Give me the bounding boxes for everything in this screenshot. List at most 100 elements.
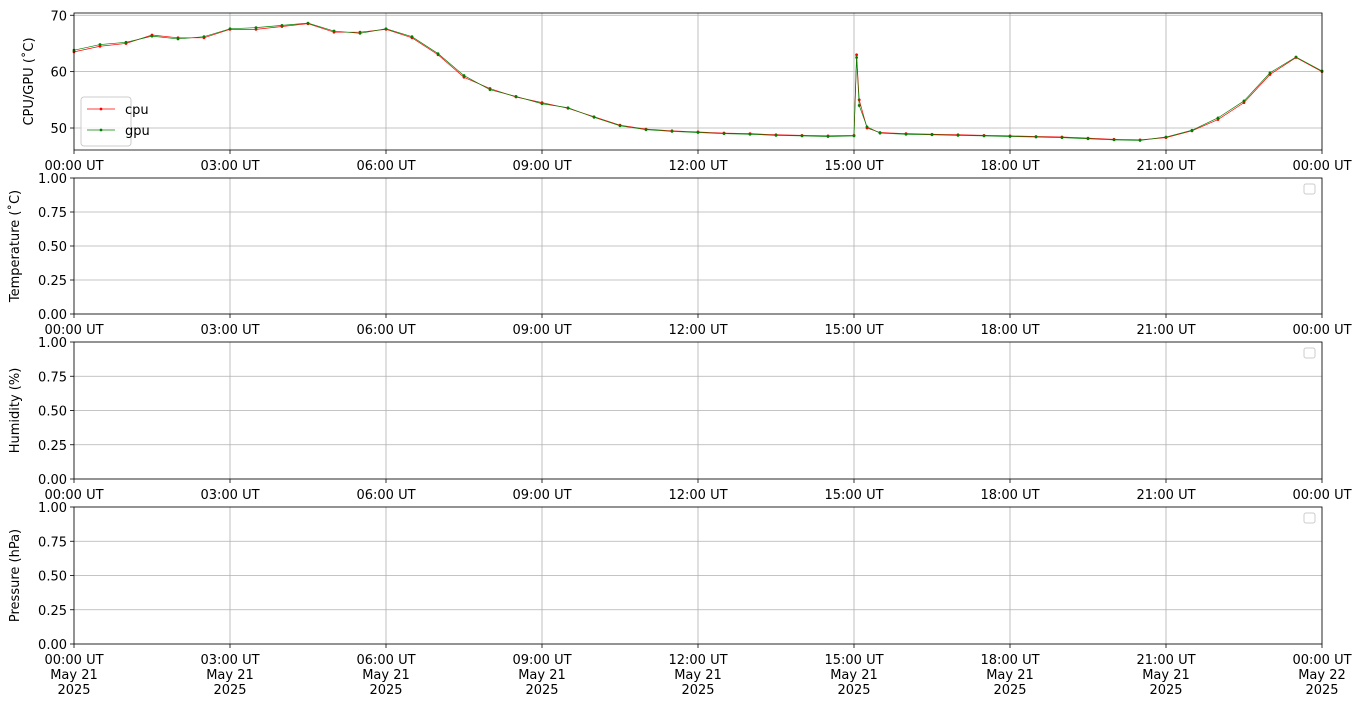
data-point: [228, 27, 232, 31]
data-point: [202, 35, 206, 39]
x-tick-label: 18:00 UT: [980, 159, 1039, 174]
data-point: [254, 26, 258, 30]
x-tick-label: 09:00 UT May 21 2025: [512, 653, 571, 698]
y-tick-label: 0.50: [38, 240, 67, 255]
x-tick-label: 09:00 UT: [512, 323, 571, 338]
x-tick-label: 00:00 UT May 21 2025: [44, 653, 103, 698]
series-line: [74, 22, 1322, 141]
data-point: [332, 29, 336, 33]
x-tick-label: 18:00 UT May 21 2025: [980, 653, 1039, 698]
y-tick-label: 0.50: [38, 570, 67, 585]
data-point: [410, 35, 414, 39]
y-tick-label: 70: [50, 9, 67, 24]
data-point: [865, 125, 869, 129]
data-point: [1164, 135, 1168, 139]
x-tick-label: 15:00 UT May 21 2025: [824, 653, 883, 698]
series-line: [74, 23, 1322, 141]
data-point: [855, 56, 858, 59]
y-tick-label: 0.25: [38, 439, 67, 454]
x-tick-label: 00:00 UT: [44, 159, 103, 174]
y-tick-label: 0.25: [38, 604, 67, 619]
y-tick-label: 0.00: [38, 638, 67, 653]
y-tick-label: 1.00: [38, 172, 67, 187]
data-point: [956, 133, 960, 137]
data-point: [857, 104, 861, 107]
x-tick-label: 12:00 UT May 21 2025: [668, 653, 727, 698]
data-point: [722, 132, 726, 136]
x-tick-label: 18:00 UT: [980, 323, 1039, 338]
data-point: [748, 132, 752, 136]
x-tick-label: 06:00 UT May 21 2025: [356, 653, 415, 698]
x-tick-label: 12:00 UT: [668, 159, 727, 174]
x-tick-label: 00:00 UT: [1292, 159, 1351, 174]
axes-frame: [73, 177, 1323, 315]
y-axis-label: Humidity (%): [8, 368, 23, 454]
data-point: [1216, 116, 1220, 120]
x-tick-label: 21:00 UT: [1136, 488, 1195, 503]
y-tick-label: 0.75: [38, 370, 67, 385]
data-point: [514, 95, 518, 98]
data-point: [436, 52, 440, 55]
x-tick-label: 09:00 UT: [512, 488, 571, 503]
data-point: [1294, 55, 1298, 59]
data-point: [904, 132, 908, 136]
x-tick-label: 03:00 UT May 21 2025: [200, 653, 259, 698]
data-point: [540, 102, 544, 106]
axes-frame: [73, 506, 1323, 645]
x-tick-label: 03:00 UT: [200, 159, 259, 174]
data-point: [488, 88, 492, 92]
data-point: [98, 43, 102, 46]
data-point: [566, 106, 570, 110]
data-point: [1112, 138, 1116, 142]
legend-label: cpu: [125, 103, 149, 118]
data-point: [124, 40, 128, 44]
y-tick-label: 0.00: [38, 473, 67, 488]
y-axis-label: Pressure (hPa): [8, 529, 23, 622]
data-point: [774, 133, 778, 137]
data-point: [306, 21, 310, 25]
y-tick-label: 60: [50, 66, 67, 81]
x-tick-label: 15:00 UT: [824, 488, 883, 503]
data-point: [592, 115, 596, 119]
data-point: [1060, 136, 1064, 139]
data-point: [618, 124, 622, 128]
x-tick-label: 15:00 UT: [824, 323, 883, 338]
data-point: [280, 24, 284, 27]
x-tick-label: 12:00 UT: [668, 323, 727, 338]
y-tick-label: 0.00: [38, 308, 67, 323]
axes-frame: [73, 12, 1323, 151]
data-point: [358, 31, 362, 35]
data-point: [462, 74, 466, 77]
axes-frame: [73, 341, 1323, 480]
x-tick-label: 21:00 UT May 21 2025: [1136, 653, 1195, 698]
data-point: [1190, 128, 1194, 132]
x-tick-label: 00:00 UT: [44, 488, 103, 503]
x-tick-label: 03:00 UT: [200, 323, 259, 338]
y-tick-label: 1.00: [38, 336, 67, 351]
x-tick-label: 06:00 UT: [356, 488, 415, 503]
x-tick-label: 06:00 UT: [356, 323, 415, 338]
y-axis-label: Temperature (˚C): [7, 190, 23, 303]
legend-box: [1303, 183, 1316, 195]
y-tick-label: 0.75: [38, 535, 67, 550]
data-point: [1086, 137, 1090, 141]
data-point: [826, 135, 830, 138]
data-point: [930, 133, 934, 137]
x-tick-label: 00:00 UT: [1292, 323, 1351, 338]
x-tick-label: 06:00 UT: [356, 159, 415, 174]
data-point: [982, 134, 986, 138]
y-tick-label: 1.00: [38, 501, 67, 516]
x-tick-label: 15:00 UT: [824, 159, 883, 174]
data-point: [1034, 135, 1038, 139]
x-tick-label: 18:00 UT: [980, 488, 1039, 503]
x-tick-label: 21:00 UT: [1136, 159, 1195, 174]
data-point: [384, 27, 388, 31]
legend-box: [1303, 347, 1316, 359]
y-tick-label: 0.75: [38, 206, 67, 221]
data-point: [670, 129, 674, 133]
legend-box: [80, 96, 132, 147]
y-tick-label: 0.50: [38, 405, 67, 420]
legend-marker: [99, 128, 103, 132]
data-point: [855, 53, 858, 57]
